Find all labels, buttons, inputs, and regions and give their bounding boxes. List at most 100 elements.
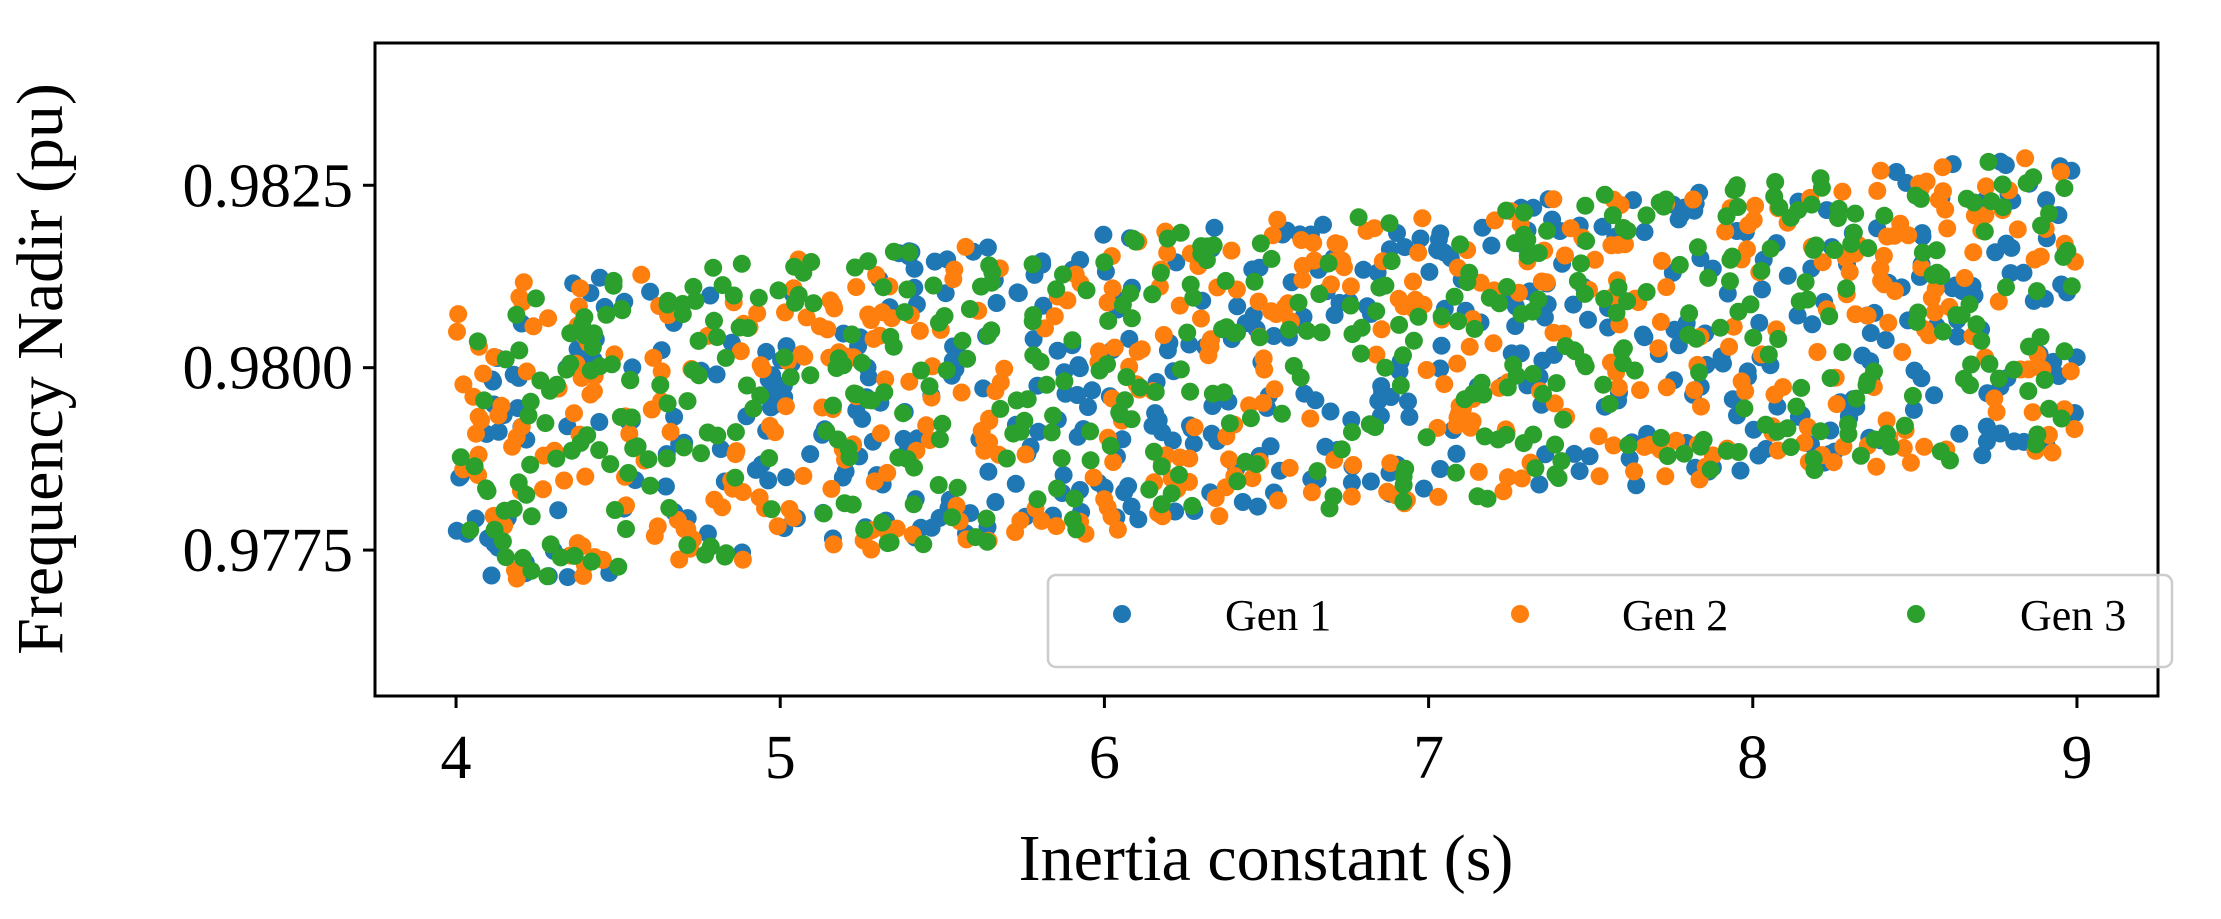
point-gen-2 [821, 291, 840, 310]
point-gen-1 [1205, 218, 1224, 237]
point-gen-2 [472, 411, 490, 430]
point-gen-2 [748, 304, 767, 323]
point-gen-3 [1650, 193, 1669, 212]
x-tick-label: 5 [765, 724, 796, 792]
point-gen-3 [824, 396, 842, 415]
legend-box [1046, 573, 2174, 669]
point-gen-3 [1688, 238, 1707, 257]
point-gen-3 [953, 331, 972, 350]
point-gen-2 [1098, 498, 1117, 517]
point-gen-2 [1813, 253, 1832, 272]
point-gen-3 [859, 390, 877, 409]
point-gen-3 [1081, 451, 1100, 470]
point-gen-2 [986, 382, 1005, 401]
point-gen-3 [465, 457, 484, 476]
point-gen-3 [1498, 278, 1516, 296]
point-gen-2 [847, 278, 866, 297]
point-gen-3 [604, 271, 623, 290]
point-gen-3 [1152, 457, 1171, 476]
point-gen-3 [1101, 436, 1120, 455]
point-gen-2 [1987, 403, 2006, 422]
point-gen-3 [1480, 288, 1499, 307]
x-tick-label: 6 [1089, 724, 1120, 792]
point-gen-1 [1431, 460, 1450, 478]
point-gen-3 [1675, 444, 1694, 463]
point-gen-2 [1128, 342, 1147, 361]
point-gen-3 [547, 375, 566, 394]
point-gen-3 [1679, 325, 1698, 344]
point-gen-3 [538, 567, 557, 586]
point-gen-2 [1874, 246, 1893, 265]
point-gen-3 [477, 479, 495, 498]
point-gen-3 [1504, 355, 1523, 374]
point-gen-3 [1391, 376, 1410, 395]
point-gen-1 [1853, 346, 1872, 365]
point-gen-1 [1411, 229, 1430, 248]
point-gen-2 [1976, 206, 1995, 225]
point-gen-3 [1028, 490, 1047, 509]
point-gen-3 [551, 548, 570, 567]
point-gen-2 [1635, 437, 1654, 456]
point-gen-2 [1894, 438, 1913, 457]
point-gen-3 [1658, 447, 1677, 465]
point-gen-1 [979, 462, 998, 481]
point-gen-3 [1376, 358, 1395, 377]
point-gen-3 [678, 392, 697, 411]
point-gen-3 [1741, 295, 1760, 314]
point-gen-2 [1302, 483, 1321, 502]
point-gen-1 [925, 252, 944, 271]
point-gen-2 [917, 416, 936, 435]
point-gen-3 [1859, 239, 1878, 258]
point-gen-1 [1482, 236, 1501, 255]
point-gen-2 [1933, 158, 1952, 177]
point-gen-2 [534, 480, 552, 499]
point-gen-3 [621, 370, 640, 389]
point-gen-2 [661, 422, 680, 441]
point-gen-3 [1798, 290, 1817, 309]
point-gen-1 [1570, 462, 1589, 481]
point-gen-1 [1669, 210, 1688, 229]
point-gen-3 [1575, 284, 1594, 303]
point-gen-3 [1903, 386, 1922, 405]
point-gen-2 [507, 569, 526, 588]
point-gen-3 [485, 520, 504, 539]
point-gen-2 [1795, 433, 1814, 452]
point-gen-3 [521, 455, 540, 474]
point-gen-3 [1343, 423, 1361, 442]
point-gen-3 [977, 509, 996, 528]
point-gen-2 [1649, 339, 1668, 358]
point-gen-3 [1670, 255, 1689, 274]
point-gen-3 [1979, 152, 1998, 171]
point-gen-3 [1380, 214, 1399, 233]
point-gen-1 [1431, 359, 1450, 378]
point-gen-2 [1268, 210, 1287, 229]
point-gen-3 [1962, 355, 1981, 374]
point-gen-2 [1922, 289, 1941, 307]
point-gen-3 [2028, 282, 2046, 301]
point-gen-3 [1724, 181, 1743, 200]
point-gen-2 [1341, 277, 1360, 296]
point-gen-3 [576, 326, 595, 345]
point-gen-3 [898, 280, 917, 299]
point-gen-2 [1625, 462, 1644, 481]
point-gen-3 [1181, 275, 1200, 294]
point-gen-3 [590, 441, 609, 460]
point-gen-3 [1037, 375, 1056, 394]
point-gen-3 [1098, 355, 1116, 374]
point-gen-3 [1241, 409, 1260, 428]
point-gen-1 [978, 238, 997, 257]
point-gen-1 [1228, 297, 1247, 316]
point-gen-2 [1185, 418, 1204, 437]
point-gen-1 [1973, 446, 1992, 465]
point-gen-3 [2055, 179, 2074, 198]
point-gen-2 [1265, 380, 1284, 399]
legend-marker-gen-3 [1907, 605, 1925, 623]
point-gen-3 [1833, 343, 1852, 362]
point-gen-3 [1690, 363, 1709, 382]
point-gen-3 [561, 354, 580, 373]
point-gen-3 [1614, 339, 1633, 358]
point-gen-2 [1652, 251, 1671, 270]
point-gen-3 [846, 258, 864, 277]
point-gen-1 [987, 294, 1006, 312]
point-gen-3 [1989, 369, 2008, 388]
